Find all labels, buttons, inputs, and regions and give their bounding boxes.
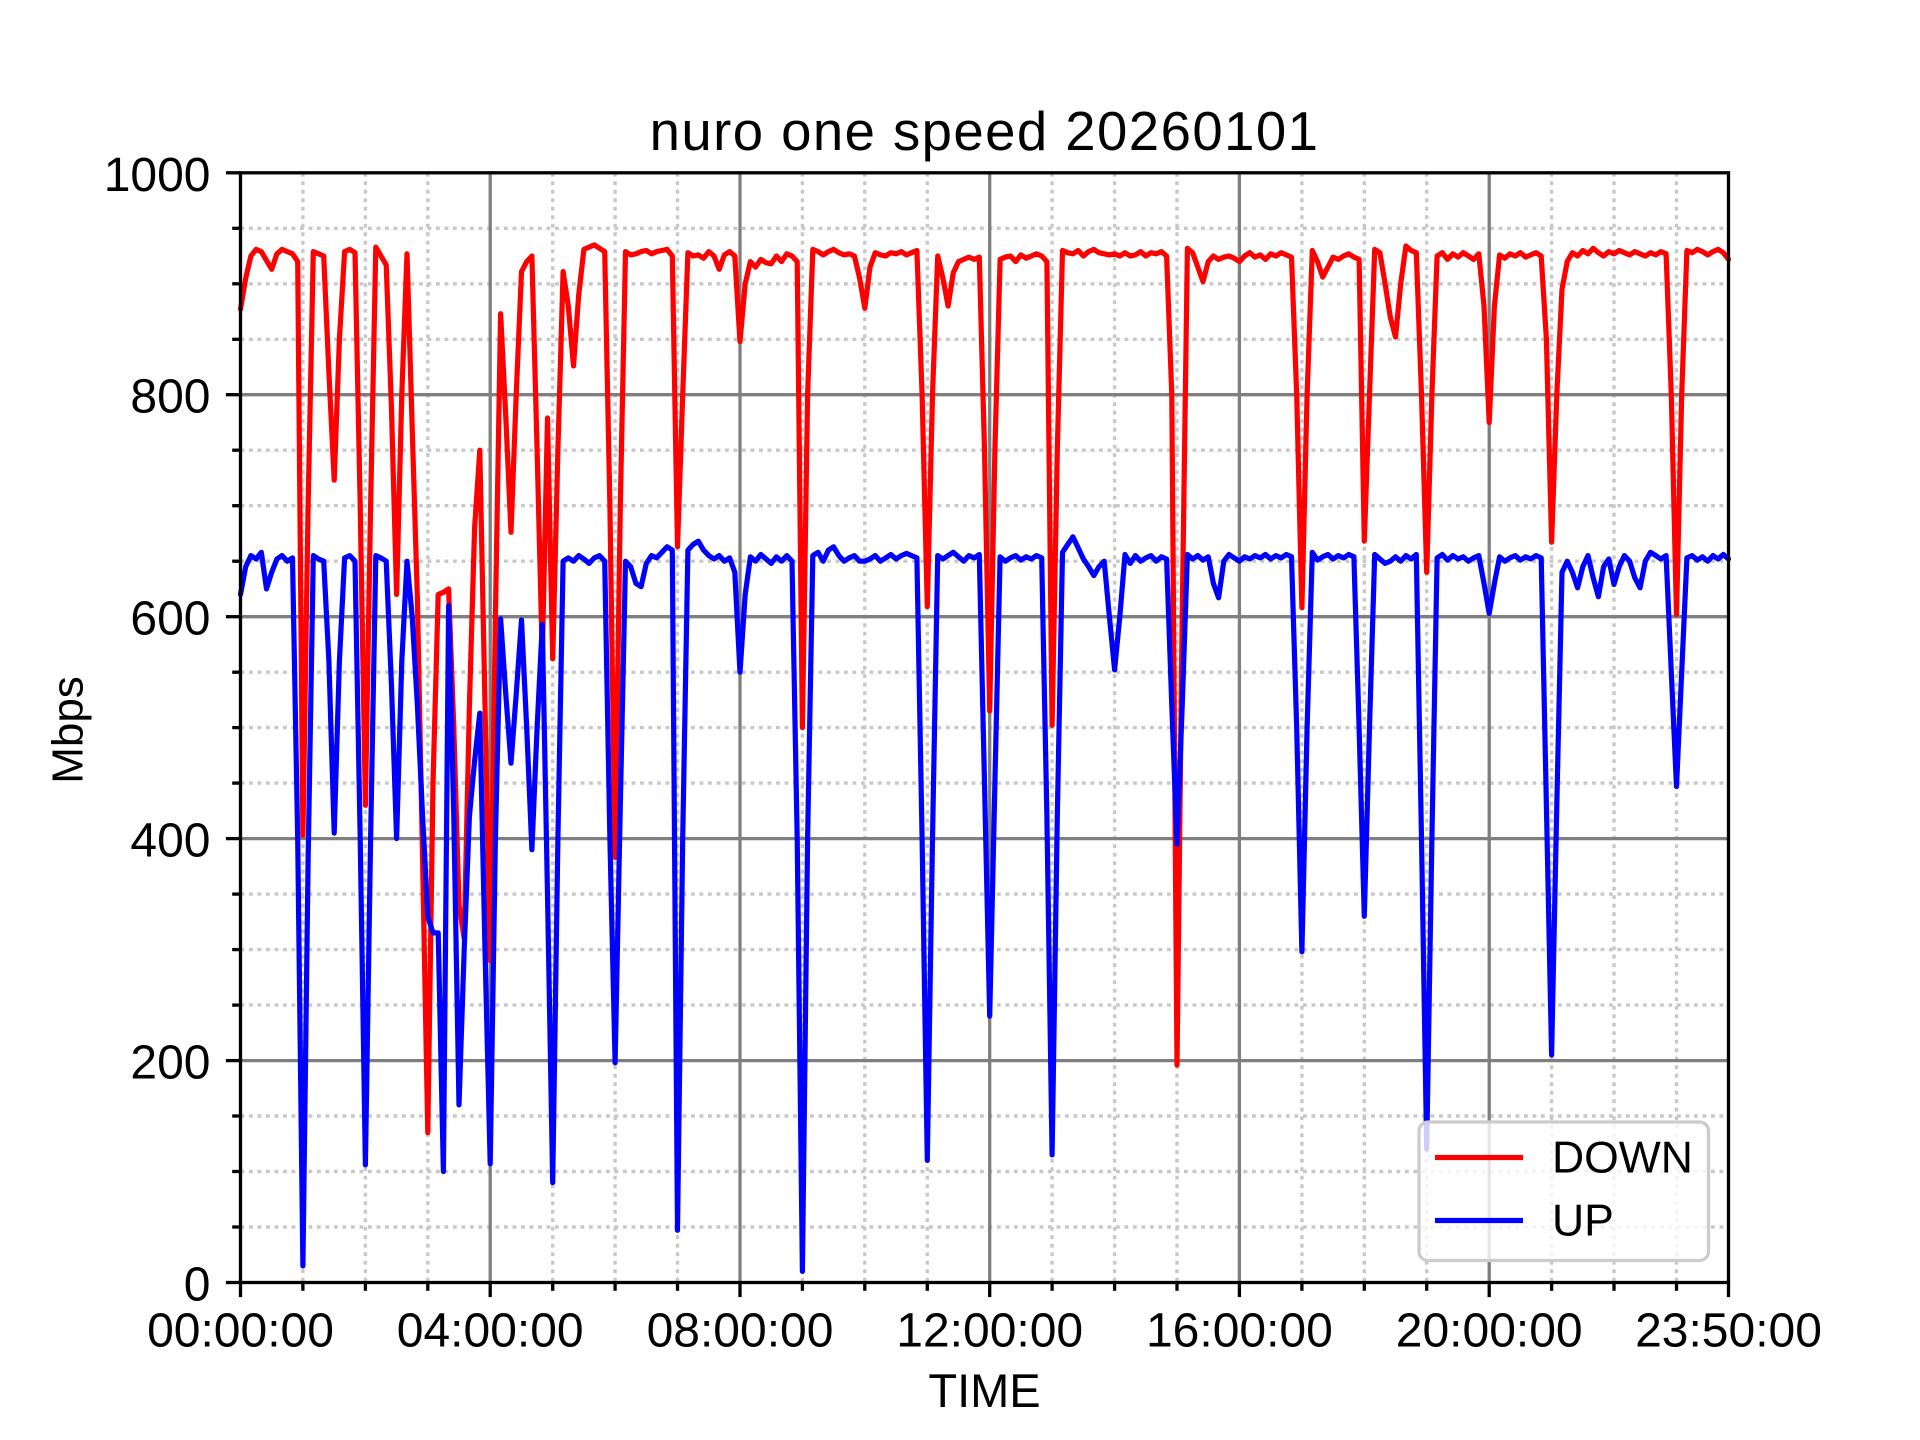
svg-text:800: 800 — [130, 371, 210, 424]
svg-text:nuro one speed 20260101: nuro one speed 20260101 — [650, 101, 1320, 162]
svg-text:23:50:00: 23:50:00 — [1635, 1305, 1822, 1358]
svg-text:0: 0 — [184, 1259, 211, 1312]
svg-text:00:00:00: 00:00:00 — [147, 1305, 334, 1358]
svg-text:400: 400 — [130, 815, 210, 868]
svg-text:12:00:00: 12:00:00 — [896, 1305, 1083, 1358]
svg-text:UP: UP — [1552, 1197, 1614, 1246]
svg-text:1000: 1000 — [104, 149, 211, 202]
svg-text:600: 600 — [130, 593, 210, 646]
svg-text:DOWN: DOWN — [1552, 1134, 1693, 1183]
svg-text:04:00:00: 04:00:00 — [397, 1305, 584, 1358]
svg-text:20:00:00: 20:00:00 — [1396, 1305, 1583, 1358]
svg-text:200: 200 — [130, 1037, 210, 1090]
svg-text:TIME: TIME — [928, 1364, 1040, 1417]
svg-text:Mbps: Mbps — [44, 676, 93, 784]
svg-text:08:00:00: 08:00:00 — [647, 1305, 834, 1358]
svg-text:16:00:00: 16:00:00 — [1146, 1305, 1333, 1358]
